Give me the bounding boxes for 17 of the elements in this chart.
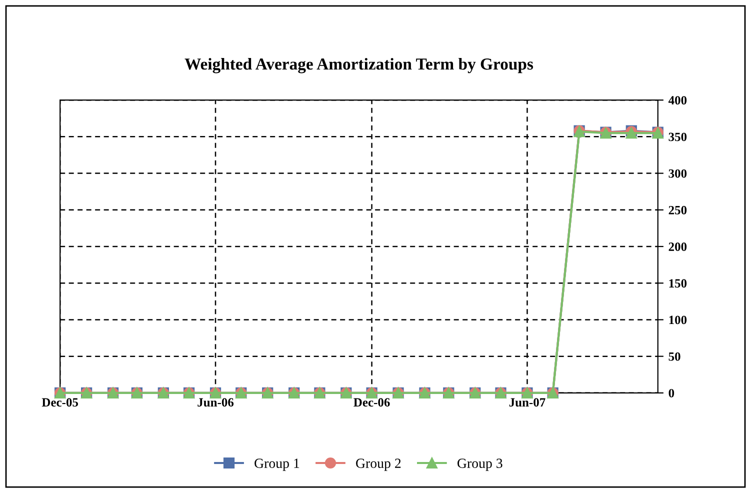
y-tick-label: 150 xyxy=(669,279,687,288)
x-tick-label: Dec-05 xyxy=(42,398,78,407)
x-tick-label: Jun-06 xyxy=(198,398,234,407)
y-tick-label: 300 xyxy=(668,169,687,178)
x-tick-label: Jun-07 xyxy=(509,398,546,407)
y-tick-label: 50 xyxy=(668,352,680,361)
y-tick-label: 100 xyxy=(669,316,687,324)
x-tick-label: Dec-06 xyxy=(354,398,390,407)
legend-label: Group 1 xyxy=(254,458,300,471)
y-tick-label: 350 xyxy=(668,132,687,142)
chart-title: Weighted Average Amortization Term by Groups xyxy=(184,58,534,74)
y-tick-label: 0 xyxy=(668,388,674,398)
legend-label: Group 3 xyxy=(458,458,502,471)
legend-label: Group 2 xyxy=(356,458,401,471)
y-tick-label: 200 xyxy=(668,242,687,251)
y-tick-label: 400 xyxy=(668,96,687,105)
y-tick-label: 250 xyxy=(668,206,687,214)
